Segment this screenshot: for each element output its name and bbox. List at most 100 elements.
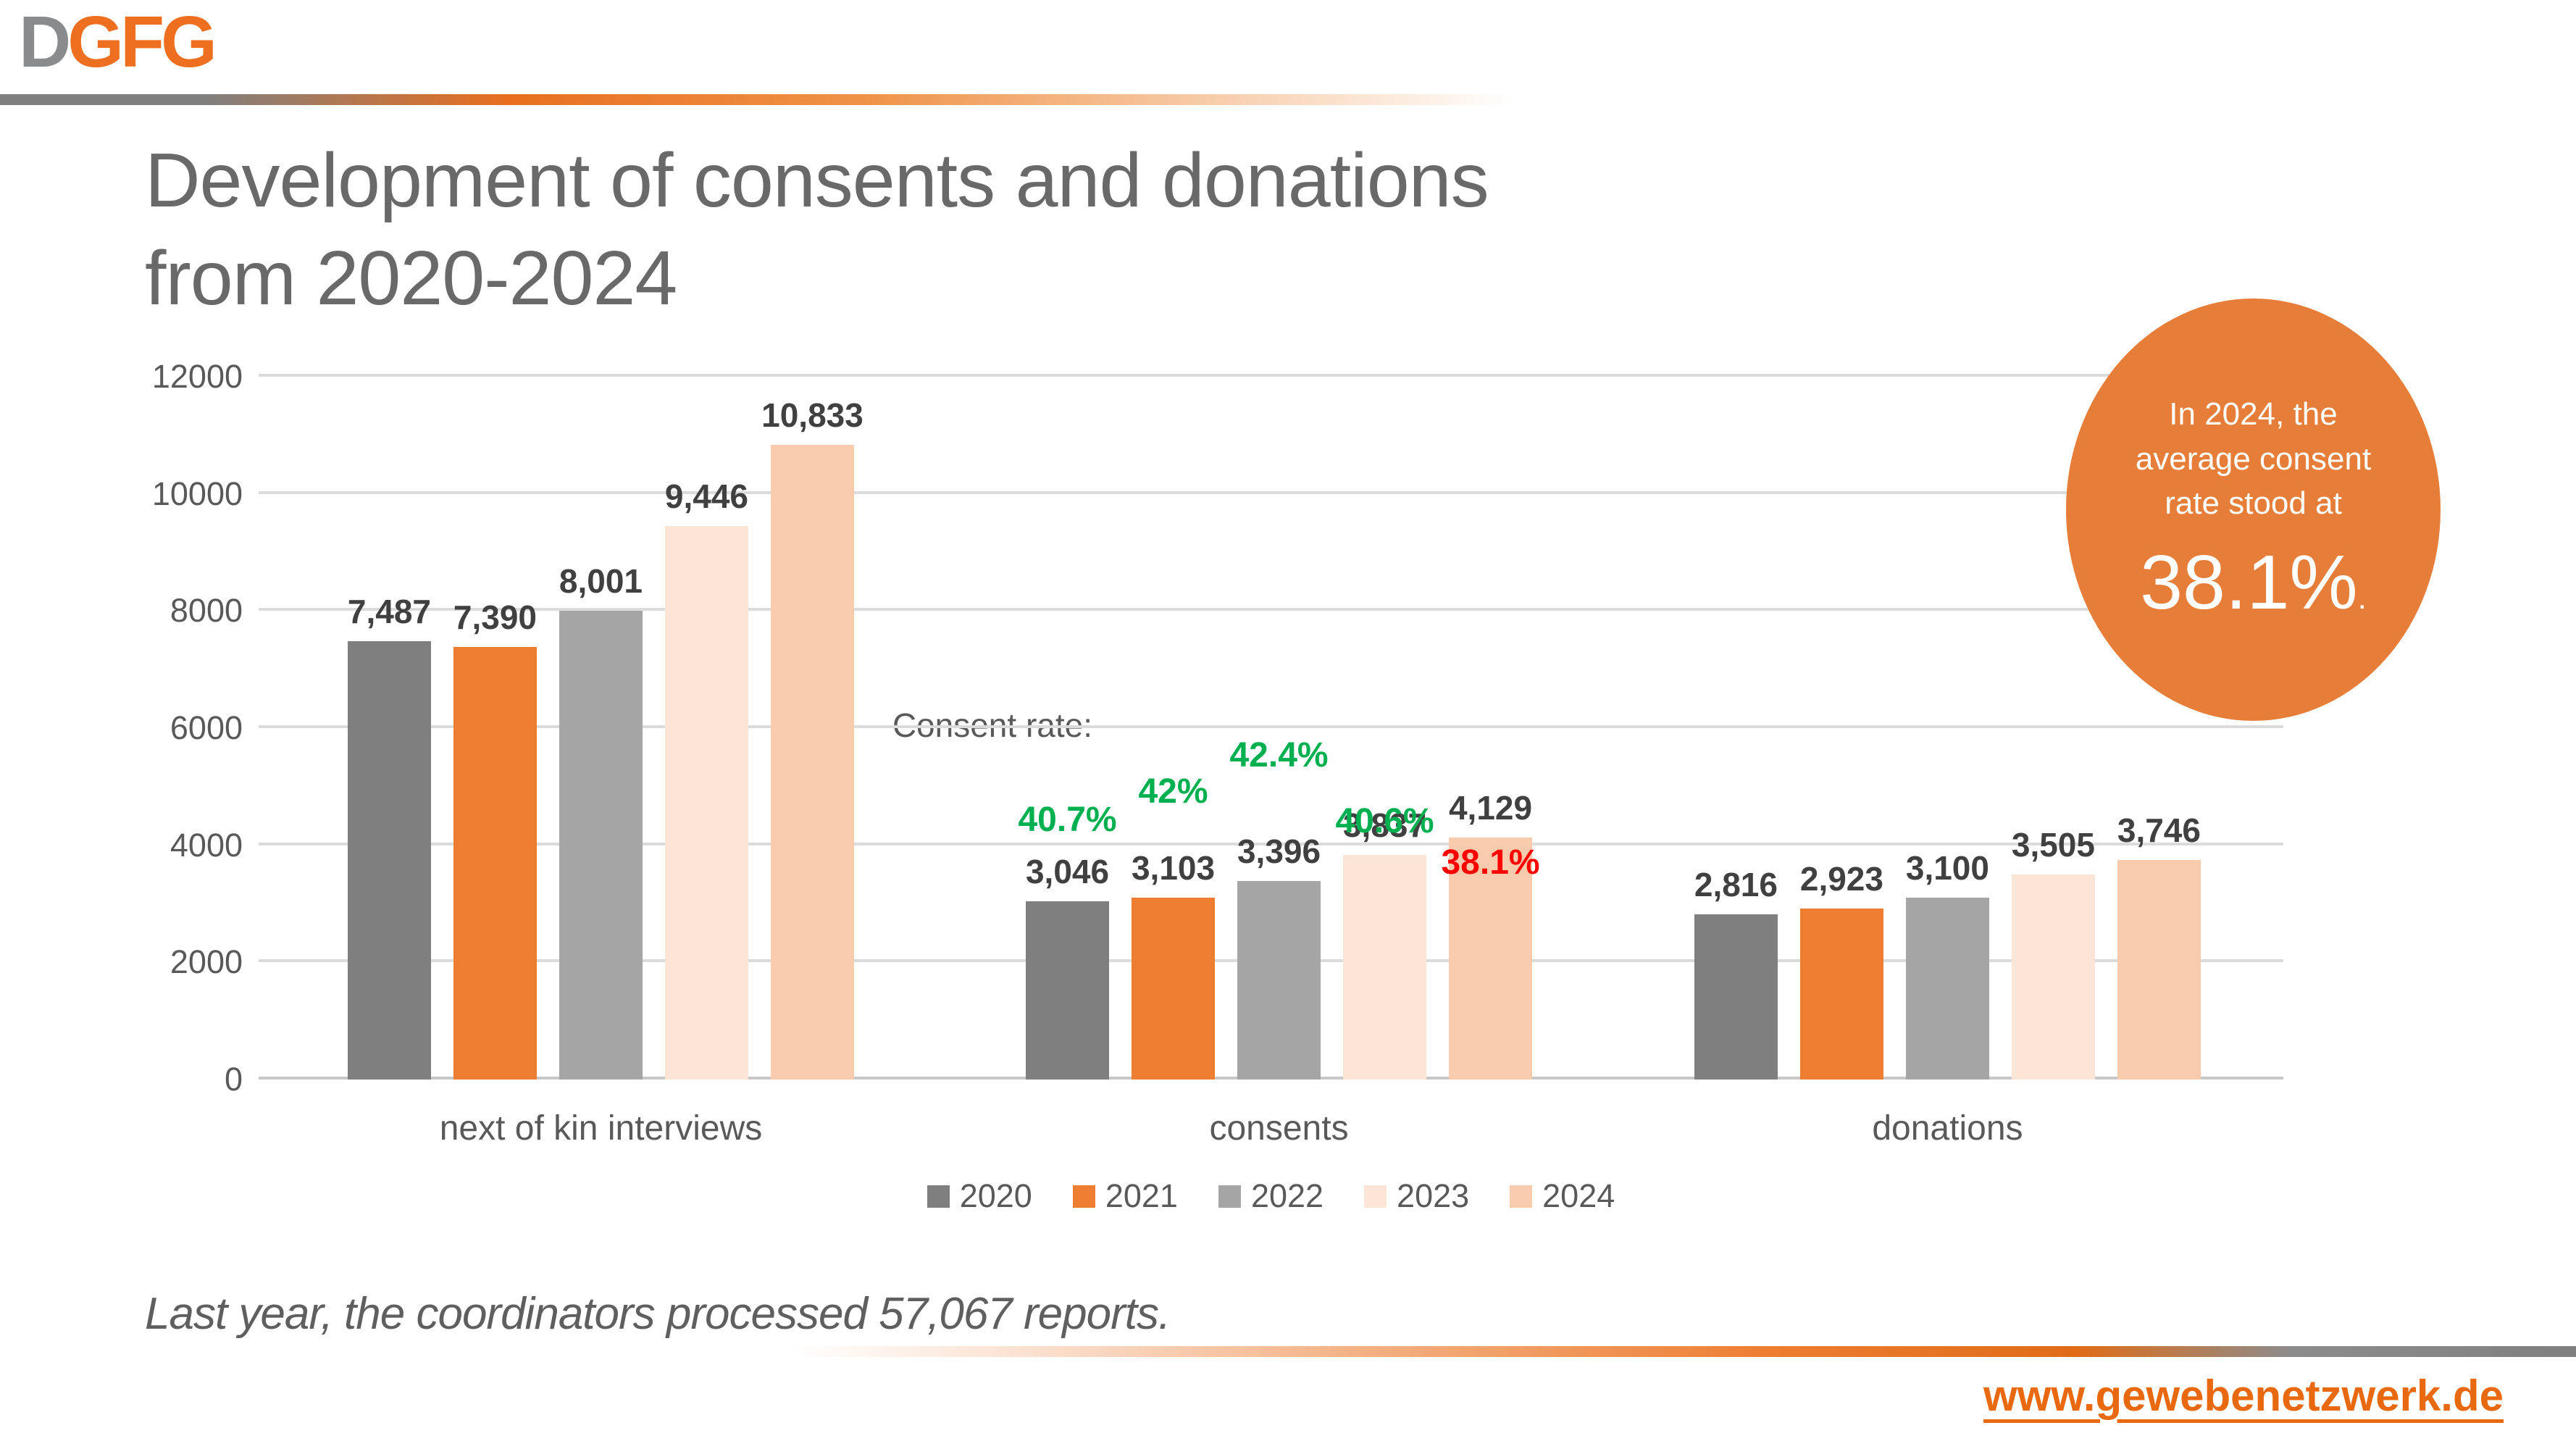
bar-cell-2023-next-of-kin-interviews: 9,446: [665, 377, 748, 1080]
category-label-next-of-kin-interviews: next of kin interviews: [439, 1109, 763, 1148]
bar-group-donations: 2,816 2,923 3,100 3,505 3,746: [1694, 377, 2201, 1080]
bar-cell-2021-consents: 3,103 42%: [1132, 377, 1215, 1080]
legend-label-2021: 2021: [1105, 1177, 1178, 1214]
badge-text-line-2: average consent: [2135, 440, 2372, 477]
bar-cell-2024-consents: 4,129 38.1%: [1441, 377, 1540, 1080]
bar-2021-next-of-kin-interviews: [453, 646, 537, 1080]
bar-cell-2022-consents: 3,396 42.4%: [1229, 377, 1329, 1080]
legend-item-2024: 2024: [1510, 1177, 1615, 1215]
badge-text-line-3: rate stood at: [2165, 485, 2342, 522]
bar-2021-consents: [1132, 898, 1216, 1080]
value-label-2020-donations: 2,816: [1694, 866, 1778, 904]
legend-swatch-2021: [1072, 1185, 1095, 1208]
value-label-2021-donations: 2,923: [1799, 859, 1883, 898]
bar-cell-2021-next-of-kin-interviews: 7,390: [453, 377, 537, 1080]
bar-2022-next-of-kin-interviews: [559, 611, 643, 1080]
legend-item-2021: 2021: [1072, 1177, 1178, 1215]
value-label-2024-donations: 3,746: [2117, 811, 2201, 850]
y-tick-10000: 10000: [151, 475, 243, 512]
category-axis: next of kin interviews consents donations: [259, 1108, 2283, 1152]
value-label-2021-next-of-kin-interviews: 7,390: [453, 598, 538, 636]
category-label-consents: consents: [1209, 1109, 1349, 1148]
value-label-2020-next-of-kin-interviews: 7,487: [347, 592, 432, 630]
y-tick-12000: 12000: [151, 358, 243, 395]
badge-text-line-1: In 2024, the: [2169, 396, 2338, 433]
legend-swatch-2022: [1218, 1185, 1241, 1208]
value-label-2024-consents: 4,129: [1448, 789, 1533, 827]
category-label-donations: donations: [1872, 1109, 2023, 1148]
legend-label-2020: 2020: [959, 1177, 1032, 1214]
bar-2024-donations: [2117, 860, 2201, 1080]
bar-cell-2021-donations: 2,923: [1800, 377, 1883, 1080]
legend-item-2020: 2020: [927, 1177, 1032, 1215]
bar-cell-2024-donations: 3,746: [2117, 377, 2201, 1080]
value-label-2022-consents: 3,396: [1237, 832, 1321, 870]
bar-cell-2020-donations: 2,816: [1694, 377, 1778, 1080]
bar-cell-2020-next-of-kin-interviews: 7,487: [348, 377, 431, 1080]
consent-rate-2020: 40.7%: [1018, 800, 1117, 839]
value-label-2023-donations: 3,505: [2011, 825, 2095, 864]
legend-label-2022: 2022: [1250, 1177, 1324, 1214]
title-line-1: Development of consents and donations: [145, 138, 1489, 223]
bar-2020-donations: [1694, 914, 1778, 1080]
bar-cell-2023-donations: 3,505: [2012, 377, 2095, 1080]
y-tick-4000: 4000: [170, 826, 243, 864]
legend-item-2022: 2022: [1218, 1177, 1323, 1215]
consent-rate-2021: 42%: [1138, 772, 1208, 811]
legend-swatch-2023: [1364, 1185, 1387, 1208]
consent-rate-2023: 40.6%: [1335, 802, 1434, 841]
bar-2023-donations: [2011, 874, 2095, 1080]
dgfg-logo: DGFG: [19, 6, 217, 78]
bar-2023-next-of-kin-interviews: [664, 526, 748, 1080]
badge-big-number: 38.1%.: [2140, 539, 2367, 625]
bar-cell-2024-next-of-kin-interviews: 10,833: [761, 377, 863, 1080]
value-label-2022-donations: 3,100: [1905, 849, 1989, 888]
legend-swatch-2024: [1510, 1185, 1533, 1208]
bar-cell-2022-next-of-kin-interviews: 8,001: [559, 377, 643, 1080]
bar-2020-consents: [1026, 901, 1110, 1080]
gridline-8000: [259, 608, 2283, 611]
page-title: Development of consents and donations fro…: [145, 132, 1489, 327]
bar-2021-donations: [1799, 908, 1883, 1080]
bar-cell-2023-consents: 3,837 40.6%: [1335, 377, 1434, 1080]
bar-2023-consents: [1343, 854, 1427, 1080]
bar-2022-consents: [1237, 880, 1321, 1080]
y-tick-0: 0: [224, 1061, 243, 1098]
y-tick-8000: 8000: [170, 592, 243, 630]
value-label-2020-consents: 3,046: [1025, 852, 1110, 890]
y-tick-6000: 6000: [170, 709, 243, 746]
value-label-2021-consents: 3,103: [1131, 849, 1216, 888]
bar-2024-consents: [1449, 838, 1533, 1080]
footnote: Last year, the coordinators processed 57…: [145, 1289, 1171, 1339]
bar-2022-donations: [1905, 898, 1989, 1080]
value-label-2023-consents: 3,837: [1342, 806, 1427, 844]
value-label-2022-next-of-kin-interviews: 8,001: [559, 562, 643, 601]
legend-swatch-2020: [927, 1185, 950, 1208]
legend: 2020 2021 2022 2023 2024: [259, 1177, 2283, 1215]
legend-label-2024: 2024: [1542, 1177, 1615, 1214]
plot-area: Consent rate: 7,487 7,390 8,001 9,446 10,833…: [259, 374, 2283, 1080]
value-label-2023-next-of-kin-interviews: 9,446: [664, 477, 749, 516]
badge-period: .: [2357, 580, 2367, 616]
gridline-6000: [259, 725, 2283, 728]
legend-label-2023: 2023: [1397, 1177, 1470, 1214]
gridline-4000: [259, 842, 2283, 845]
gridline-10000: [259, 490, 2283, 494]
bar-cell-2020-consents: 3,046 40.7%: [1018, 377, 1117, 1080]
consent-rate-2022: 42.4%: [1229, 735, 1329, 774]
title-line-2: from 2020-2024: [145, 235, 677, 321]
bar-group-next-of-kin-interviews: 7,487 7,390 8,001 9,446 10,833: [348, 377, 863, 1080]
logo-letter-d: D: [19, 1, 71, 83]
bottom-divider: [790, 1346, 2576, 1357]
website-link[interactable]: www.gewebenetzwerk.de: [1983, 1371, 2504, 1420]
y-axis: 0 2000 4000 6000 8000 10000 12000: [109, 358, 243, 1098]
top-divider: [0, 94, 1521, 105]
bar-group-consents: 3,046 40.7% 3,103 42% 3,396 42.4% 3,837 40.6% 4,…: [1018, 377, 1540, 1080]
bar-2020-next-of-kin-interviews: [347, 640, 431, 1080]
logo-letters-gfg: GFG: [67, 1, 217, 83]
legend-item-2023: 2023: [1364, 1177, 1469, 1215]
consent-rate-badge: In 2024, the average consent rate stood …: [2066, 298, 2441, 721]
gridline-12000: [259, 374, 2283, 377]
